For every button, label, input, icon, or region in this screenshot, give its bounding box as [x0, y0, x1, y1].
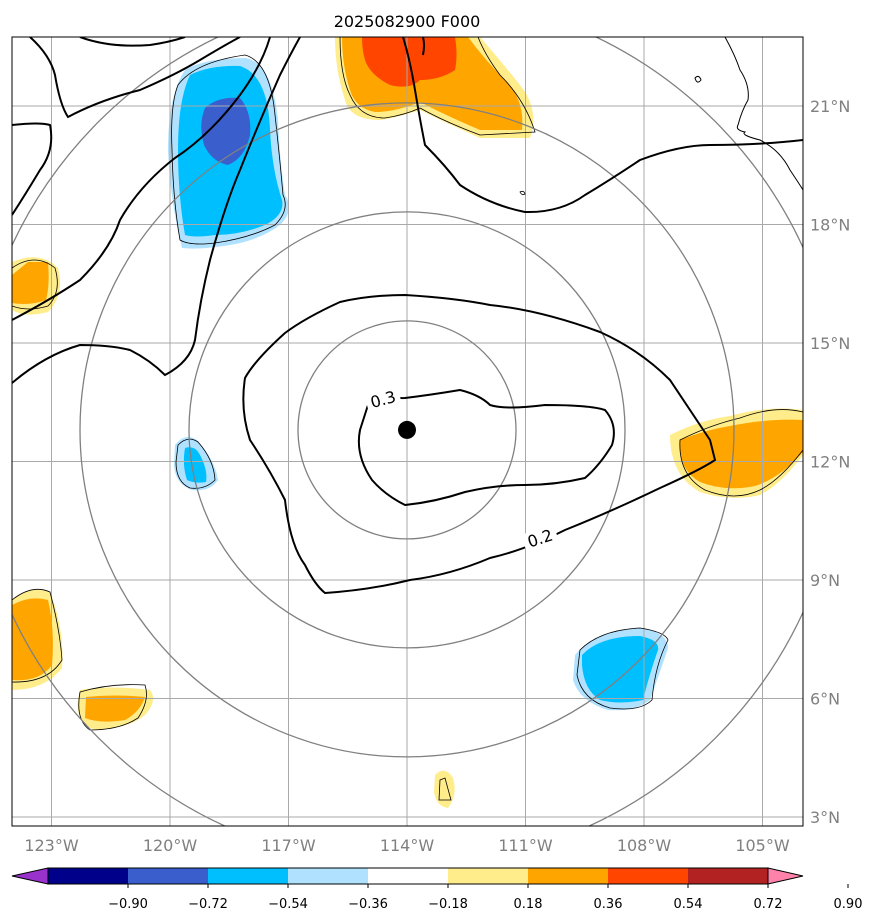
contour-label-0-2-bg [521, 524, 559, 552]
contour-label-0-3-bg [364, 385, 402, 413]
latitude-label: 21°N [810, 97, 850, 116]
coastline-mexico [724, 37, 803, 191]
outline-west [12, 259, 58, 310]
contour-0-3 [357, 388, 615, 507]
contour-0-2-inner [12, 37, 301, 384]
colorbar-tick-label: 0.18 [514, 897, 543, 912]
contour-0-2-top [29, 37, 241, 119]
outline-northwest [171, 54, 286, 245]
negative-anomaly-southeast-core [582, 636, 659, 703]
range-ring [188, 211, 626, 649]
colorbar-tick-label: −0.36 [348, 897, 388, 912]
colorbar-segment [288, 868, 368, 884]
contour-0-2-topright [422, 37, 425, 56]
anomaly-outlines [12, 37, 803, 801]
positive-anomaly-southwest-core [12, 598, 53, 681]
longitude-label: 105°W [735, 836, 790, 855]
colorbar-tick-label: −0.90 [108, 897, 148, 912]
contour-lines [12, 37, 803, 595]
longitude-label: 123°W [24, 836, 79, 855]
colorbar-extend-min [11, 867, 49, 885]
contour-0-2-north [12, 37, 271, 321]
colorbar-tick-label: −0.18 [428, 897, 468, 912]
longitude-label: 114°W [380, 836, 435, 855]
positive-anomaly-east-core [679, 419, 803, 489]
outline-south-small [438, 777, 452, 801]
latitude-labels: 21°N 18°N 15°N 12°N 9°N 6°N 3°N [810, 97, 850, 827]
latitude-label: 6°N [810, 690, 840, 709]
contour-0-2-northeast [402, 37, 803, 214]
contour-0-2-ring [242, 293, 717, 595]
colorbar-tick-label: 0.36 [594, 897, 623, 912]
outline-north [339, 37, 536, 136]
contour-0-2-topleft [79, 37, 186, 47]
storm-center-marker [398, 420, 416, 439]
colorbar-segment [688, 868, 768, 884]
negative-anomaly-west-small-core [183, 447, 207, 483]
colorbar-segment [528, 868, 608, 884]
contour-labels: 0.3 0.2 [364, 385, 559, 552]
outline-west-small [175, 438, 216, 489]
colorbar-outline [47, 867, 769, 885]
map-frame [11, 36, 804, 827]
colorbar-tick-label: −0.54 [268, 897, 308, 912]
longitude-labels: 123°W 120°W 117°W 114°W 111°W 108°W 105°W [24, 836, 790, 855]
colorbar-segment [608, 868, 688, 884]
longitude-label: 117°W [261, 836, 316, 855]
colorbar-extend-max [767, 867, 804, 885]
outline-southwest [12, 588, 63, 683]
outline-island [519, 190, 526, 196]
map-content: 0.3 0.2 [12, 37, 803, 826]
positive-anomaly-south-core [85, 695, 145, 722]
colorbar: −0.90 −0.72 −0.54 −0.36 −0.18 0.18 0.36 0.54 0.7… [11, 867, 863, 912]
colorbar-tick-label: 0.90 [834, 897, 863, 912]
negative-anomaly-northwest-max [201, 97, 251, 165]
colorbar-segment [208, 868, 288, 884]
longitude-label: 120°W [143, 836, 198, 855]
positive-anomaly-west-core [12, 262, 49, 304]
longitude-label: 108°W [617, 836, 672, 855]
colorbar-tick-label: −0.72 [188, 897, 228, 912]
colorbar-segment [48, 868, 128, 884]
colorbar-tick-label: 0.72 [754, 897, 783, 912]
outline-south [78, 684, 147, 731]
outline-southeast [576, 627, 669, 710]
map-title: 2025082900 F000 [334, 12, 481, 31]
colorbar-segment [128, 868, 208, 884]
coastline-island [694, 75, 702, 83]
range-ring [79, 102, 735, 758]
contour-0-2-northwest [12, 122, 53, 216]
latitude-label: 15°N [810, 334, 850, 353]
latitude-label: 9°N [810, 571, 840, 590]
range-rings [12, 37, 803, 826]
colorbar-tick-label: 0.54 [674, 897, 703, 912]
longitude-label: 111°W [498, 836, 553, 855]
lat-lon-grid [12, 37, 803, 826]
latitude-label: 3°N [810, 808, 840, 827]
outline-east [679, 409, 803, 497]
latitude-label: 12°N [810, 453, 850, 472]
colorbar-segment [368, 868, 448, 884]
colorbar-segment [448, 868, 528, 884]
coastline [694, 37, 803, 191]
range-ring [297, 320, 517, 540]
latitude-label: 18°N [810, 216, 850, 235]
